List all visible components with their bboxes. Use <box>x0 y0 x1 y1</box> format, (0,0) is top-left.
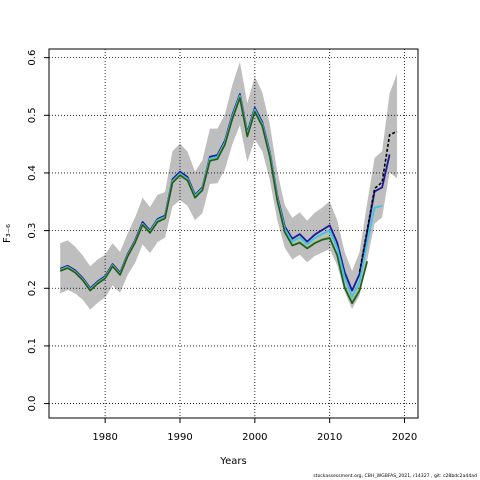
confidence-band-layer <box>60 61 397 310</box>
y-tick-label: 0.4 <box>27 165 38 181</box>
y-tick-label: 0.0 <box>27 396 38 412</box>
x-tick-label: 2000 <box>242 432 267 443</box>
plot-frame <box>48 48 419 419</box>
y-tick-label: 0.1 <box>27 338 38 354</box>
series-layer <box>59 93 398 305</box>
y-axis-title: F₃₋₆ <box>2 224 13 243</box>
footer-credit: stockassessment.org, CBH_WGBFAS_2021, r1… <box>313 474 477 479</box>
x-axis-title: Years <box>219 456 246 467</box>
x-tick-label: 1990 <box>167 432 192 443</box>
confidence-band <box>60 61 397 310</box>
y-tick-label: 0.2 <box>27 280 38 296</box>
y-tick-label: 0.5 <box>27 107 38 123</box>
y-tick-label: 0.6 <box>27 50 38 66</box>
y-tick-label: 0.3 <box>27 223 38 239</box>
axis-layer: 1980 1990 2000 2010 2020 0.0 0.1 0.2 0.3 0.4 0.5 0.… <box>27 50 417 443</box>
series-line-4 <box>59 97 368 305</box>
x-tick-label: 2010 <box>317 432 342 443</box>
x-tick-label: 1980 <box>92 432 117 443</box>
x-tick-label: 2020 <box>392 432 417 443</box>
